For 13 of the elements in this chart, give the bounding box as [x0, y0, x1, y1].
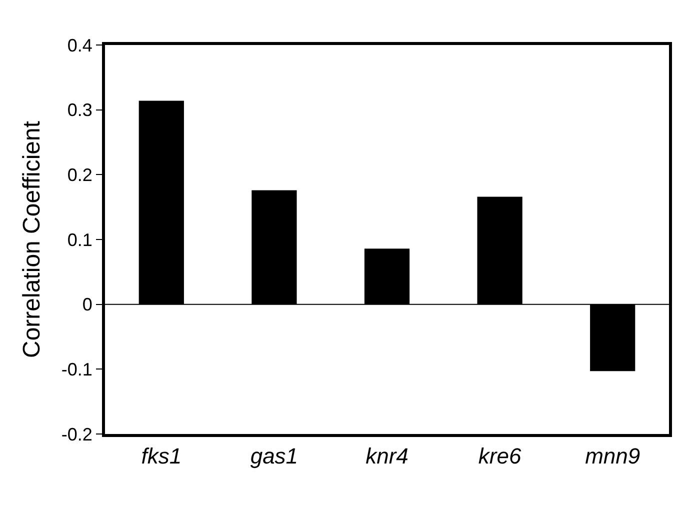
- x-tick-label: fks1: [141, 443, 182, 468]
- x-tick-label: kre6: [478, 443, 522, 468]
- y-tick-label: 0: [82, 294, 92, 315]
- x-tick-label: knr4: [366, 443, 408, 468]
- y-tick-label: 0.1: [67, 230, 92, 250]
- y-tick-label: -0.1: [61, 359, 92, 380]
- y-tick-label: 0.3: [67, 100, 92, 120]
- x-tick-label: mnn9: [585, 443, 640, 468]
- y-tick-label: 0.2: [67, 164, 92, 185]
- y-tick-label: 0.4: [67, 35, 92, 56]
- y-tick-label: -0.2: [61, 424, 92, 444]
- x-tick-label: gas1: [250, 443, 298, 468]
- y-axis-title: Correlation Coefficient: [18, 120, 46, 358]
